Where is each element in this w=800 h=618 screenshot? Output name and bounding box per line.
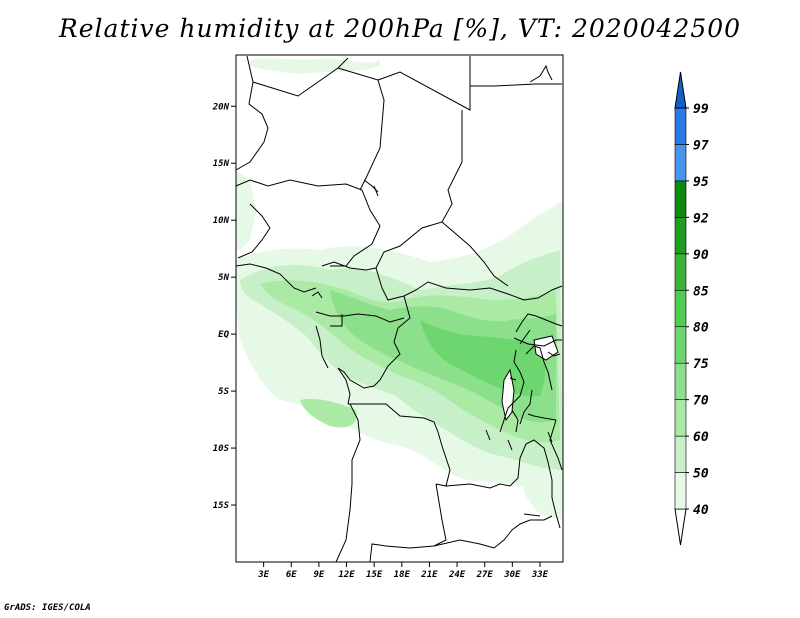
colorbar: 40 50 60 70 75 80 85 90 92 95 97 99 xyxy=(674,71,709,546)
lon-tick-label: 6E xyxy=(286,570,297,580)
colorbar-segment xyxy=(674,289,687,328)
humidity-band-60-70 xyxy=(300,398,357,428)
colorbar-segment xyxy=(674,472,687,510)
colorbar-segment xyxy=(674,180,687,218)
colorbar-label: 99 xyxy=(693,102,709,117)
lat-tick-label: 10N xyxy=(213,216,230,226)
lat-tick-label: 15S xyxy=(213,501,230,511)
lon-tick-label: 9E xyxy=(313,570,324,580)
colorbar-segment xyxy=(674,217,687,255)
colorbar-segment xyxy=(674,326,687,364)
colorbar-label: 40 xyxy=(693,503,709,518)
colorbar-max-arrow xyxy=(674,71,687,109)
lon-tick-label: 3E xyxy=(257,570,269,580)
colorbar-label: 70 xyxy=(693,394,709,409)
lon-tick-label: 27E xyxy=(476,570,494,580)
colorbar-label: 90 xyxy=(693,248,709,263)
colorbar-label: 75 xyxy=(693,357,709,372)
map-frame xyxy=(235,54,564,563)
lat-tick-label: 5N xyxy=(218,273,229,283)
humidity-band-75-80 xyxy=(420,320,546,397)
country-borders xyxy=(235,55,563,563)
lat-tick-label: EQ xyxy=(218,330,229,340)
longitude-axis: 3E 6E 9E 12E 15E 18E 21E 24E 27E 30E 33E xyxy=(257,562,549,580)
latitude-axis: 20N 15N 10N 5N EQ 5S 10S 15S xyxy=(212,102,236,511)
colorbar-label: 80 xyxy=(693,321,709,336)
lake-tanganyika xyxy=(501,368,515,422)
humidity-shading xyxy=(236,58,563,520)
colorbar-segment xyxy=(674,362,687,400)
colorbar-label: 50 xyxy=(693,467,709,482)
humidity-band-40-50 xyxy=(236,170,256,250)
colorbar-segment xyxy=(674,435,687,473)
lon-tick-label: 15E xyxy=(366,570,383,580)
chart-title: Relative humidity at 200hPa [%], VT: 202… xyxy=(58,14,742,43)
lon-tick-label: 30E xyxy=(503,570,521,580)
colorbar-label: 85 xyxy=(693,284,709,299)
colorbar-segment xyxy=(674,144,687,182)
humidity-band-40-50 xyxy=(520,460,563,520)
lat-tick-label: 15N xyxy=(213,159,230,169)
colorbar-label: 92 xyxy=(693,211,709,226)
lat-tick-label: 5S xyxy=(218,387,229,397)
colorbar-segment xyxy=(674,253,687,291)
colorbar-min-arrow xyxy=(674,508,687,546)
lon-tick-label: 21E xyxy=(420,570,438,580)
colorbar-label: 95 xyxy=(693,175,709,190)
colorbar-segment xyxy=(674,107,687,145)
lat-tick-label: 10S xyxy=(213,444,230,454)
lon-tick-label: 12E xyxy=(338,570,355,580)
colorbar-segment xyxy=(674,399,687,437)
lon-tick-label: 18E xyxy=(394,570,411,580)
lon-tick-label: 33E xyxy=(531,570,549,580)
colorbar-label: 97 xyxy=(693,138,709,153)
grads-credit: GrADS: IGES/COLA xyxy=(4,603,91,613)
colorbar-label: 60 xyxy=(693,430,709,445)
humidity-band-40-50 xyxy=(250,58,380,74)
lat-tick-label: 20N xyxy=(212,102,230,112)
lon-tick-label: 24E xyxy=(448,570,466,580)
